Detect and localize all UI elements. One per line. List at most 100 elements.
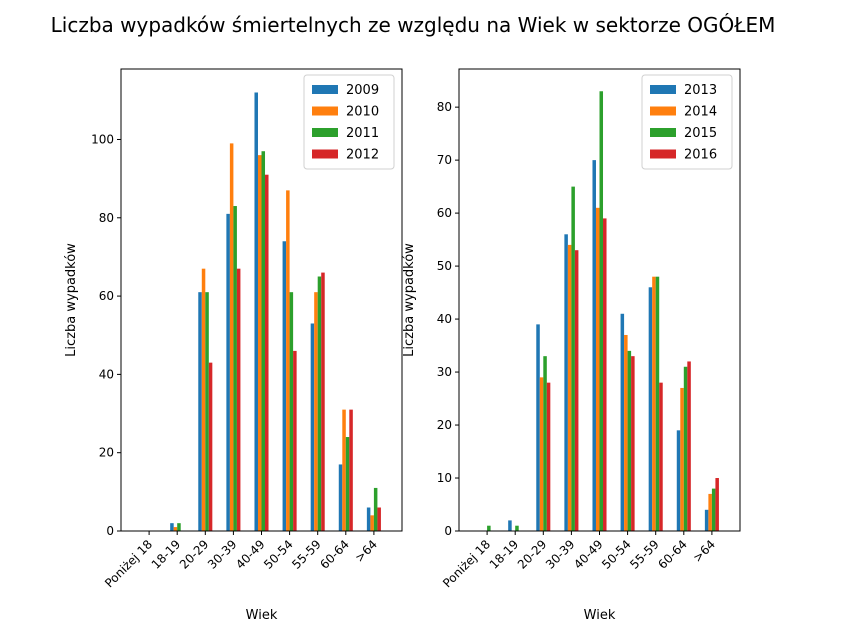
bar-2016-30-39 — [574, 250, 579, 531]
bar-2013-50-54 — [620, 313, 625, 531]
bar-2010-50-54 — [286, 190, 290, 532]
bar-2011-50-54 — [289, 292, 294, 531]
y-tick-label: 80 — [99, 211, 114, 225]
y-tick-label: 20 — [99, 446, 114, 460]
bar-2011-20-29 — [205, 292, 209, 531]
bar-2016-40-49 — [603, 218, 607, 531]
bar-2015-55-59 — [655, 276, 660, 531]
bar-2010-30-39 — [229, 143, 234, 531]
y-tick-label: 50 — [437, 259, 452, 273]
y-tick-label: 0 — [106, 524, 114, 538]
bar-2009->64 — [366, 507, 371, 531]
y-axis-label: Liczba wypadków — [402, 243, 417, 357]
bar-2013-18-19 — [508, 520, 512, 531]
bar-2015-30-39 — [571, 186, 575, 531]
bar-2009-50-54 — [282, 241, 287, 531]
bar-2016->64 — [715, 478, 719, 531]
bar-2016-60-64 — [687, 361, 691, 531]
legend-swatch-2010 — [312, 106, 338, 116]
legend-label-2009: 2009 — [346, 83, 379, 98]
bar-2013->64 — [704, 509, 709, 531]
bar-2011-40-49 — [261, 151, 266, 531]
bar-2016-55-59 — [659, 382, 663, 531]
y-tick-label: 100 — [91, 132, 114, 146]
bar-2009-30-39 — [226, 213, 230, 531]
x-tick-label: 18-19 — [487, 537, 522, 572]
right-plot: 0 10 20 30 40 50 60 70 80 Poniżej 1818-1920-2930-… — [402, 68, 741, 623]
bar-2012-30-39 — [236, 268, 241, 531]
legend-swatch-2015 — [650, 128, 676, 137]
bar-2010-20-29 — [201, 268, 206, 531]
bar-2016-20-29 — [546, 382, 551, 531]
legend-label-2012: 2012 — [346, 148, 379, 163]
bar-2010-18-19 — [173, 527, 178, 531]
bar-2013-30-39 — [564, 234, 568, 532]
legend-swatch-2009 — [312, 85, 338, 94]
figure-title: Liczba wypadków śmiertelnych ze względu … — [51, 13, 776, 37]
x-tick-label: 40-49 — [233, 537, 268, 572]
bar-2011-55-59 — [317, 276, 322, 531]
bar-2014-50-54 — [624, 334, 628, 531]
bar-2011-60-64 — [345, 437, 350, 531]
bar-2011-30-39 — [233, 206, 237, 531]
legend-label-2014: 2014 — [684, 105, 717, 120]
bar-2013-20-29 — [536, 324, 540, 531]
x-tick-label: 55-59 — [627, 537, 662, 572]
legend-swatch-2016 — [650, 149, 676, 159]
y-tick-label: 80 — [437, 100, 452, 114]
bar-2012-55-59 — [321, 272, 325, 531]
legend-label-2013: 2013 — [684, 83, 717, 98]
bar-2015->64 — [711, 488, 716, 531]
bar-2010-60-64 — [342, 409, 346, 531]
bar-2015-18-19 — [515, 525, 519, 531]
x-tick-label: 20-29 — [177, 537, 212, 572]
x-tick-label: 30-39 — [205, 537, 240, 572]
bar-2009-60-64 — [338, 464, 343, 531]
bar-2012->64 — [377, 507, 381, 531]
bar-2010-55-59 — [314, 292, 318, 531]
y-tick-label: 40 — [99, 367, 114, 381]
bar-2015-60-64 — [683, 366, 688, 531]
bar-2011->64 — [373, 487, 378, 531]
bar-2010-40-49 — [257, 155, 262, 531]
y-tick-label: 10 — [437, 471, 452, 485]
bar-2014-30-39 — [567, 244, 572, 531]
bar-2012-60-64 — [349, 409, 353, 531]
bar-2014-20-29 — [539, 377, 544, 531]
legend-label-2010: 2010 — [346, 105, 379, 120]
y-tick-label: 20 — [437, 418, 452, 432]
x-tick-label: 60-64 — [317, 537, 352, 572]
bar-2013-40-49 — [592, 160, 596, 532]
y-tick-label: 60 — [99, 289, 114, 303]
legend-box — [641, 74, 733, 170]
bar-2014-55-59 — [652, 276, 656, 531]
x-tick-label: 40-49 — [571, 537, 606, 572]
bar-2014-40-49 — [595, 207, 600, 531]
y-tick-label: 60 — [437, 206, 452, 220]
y-tick-label: 0 — [444, 524, 452, 538]
legend-label-2015: 2015 — [684, 126, 717, 141]
bar-2016-50-54 — [631, 356, 635, 531]
bar-2012-40-49 — [265, 174, 269, 532]
bar-2012-20-29 — [208, 362, 213, 531]
left-plot: 0 20 40 60 80 100 Poniżej 1818-1920-2930-3940-… — [64, 68, 403, 623]
x-tick-label: Poniżej 18 — [440, 537, 493, 590]
x-tick-label: 30-39 — [543, 537, 578, 572]
legend: 2009 2010 2011 2012 — [303, 74, 395, 170]
bar-2009-18-19 — [170, 523, 174, 531]
bar-2015-Poniżej 18 — [487, 525, 491, 531]
bar-2013-55-59 — [648, 287, 653, 531]
legend-box — [303, 74, 395, 170]
bar-2010->64 — [370, 515, 374, 531]
x-tick-label: >64 — [352, 537, 380, 565]
bar-2011-18-19 — [177, 523, 181, 531]
bar-2015-40-49 — [599, 91, 604, 532]
bar-2009-55-59 — [310, 323, 315, 531]
legend-label-2016: 2016 — [684, 148, 717, 163]
bar-2014-60-64 — [680, 387, 684, 531]
legend-swatch-2012 — [312, 149, 338, 159]
x-axis-label: Wiek — [246, 608, 278, 623]
x-axis-label: Wiek — [584, 608, 616, 623]
bar-2009-40-49 — [254, 92, 258, 532]
